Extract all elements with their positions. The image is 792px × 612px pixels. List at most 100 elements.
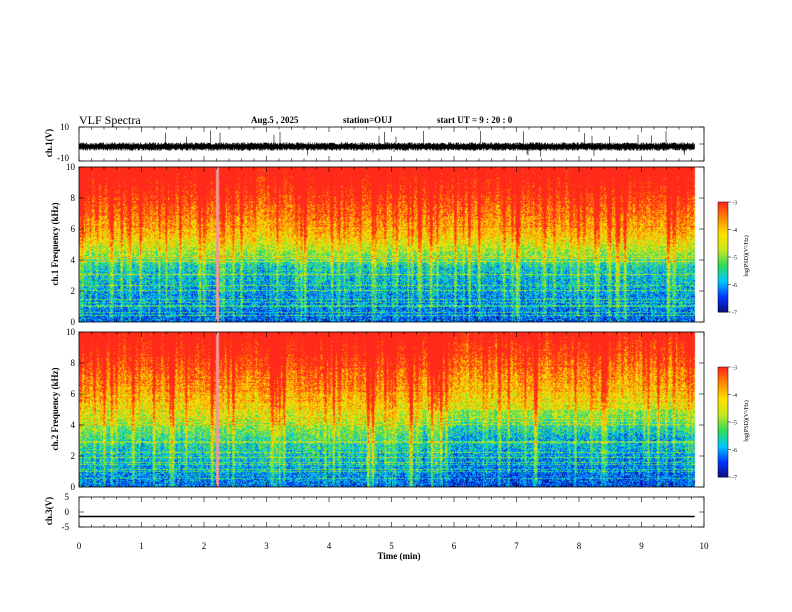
spectrogram-ch1-ytick-label: 2 [71, 286, 76, 296]
spectrogram-ch1-colorbar-swatch [718, 279, 728, 282]
spectrogram-ch2-ytick-label: 10 [66, 327, 76, 337]
x-axis-label: Time (min) [377, 551, 420, 561]
spectrogram-ch1-ytick-label: 4 [71, 255, 76, 265]
waveform-ch1-panel: ch.1(V) 10 -10 [44, 122, 705, 163]
spectrogram-ch1-ytick-label: 6 [71, 224, 76, 234]
waveform-ch3-ytick-mid: 0 [65, 507, 70, 517]
spectrogram-ch1-colorbar-swatch [718, 220, 728, 223]
spectrogram-ch1-colorbar-swatch [718, 310, 728, 313]
spectrogram-ch1-colorbar-swatch [718, 282, 728, 285]
x-axis-tick-label: 6 [452, 541, 457, 551]
waveform-ch3-panel: ch.3(V) 5 0 -5 [44, 492, 705, 532]
waveform-ch1-trace [78, 130, 695, 157]
spectrogram-ch1-colorbar-swatch [718, 238, 728, 241]
spectrogram-ch2-ytick-label: 4 [71, 420, 76, 430]
spectrogram-ch2-colorbar-swatch [718, 436, 728, 439]
spectrogram-ch2-colorbar-swatch [718, 431, 728, 434]
spectrogram-ch1-colorbar-swatch [718, 209, 728, 212]
spectrogram-ch2-colorbar-swatch [718, 451, 728, 454]
spectrogram-ch1-colorbar-swatch [718, 203, 728, 207]
spectrogram-ch1-colorbar-swatch [718, 301, 728, 304]
spectrogram-ch1-colorbar-swatch [718, 295, 728, 298]
spectrogram-ch2-colorbar-swatch [718, 414, 728, 417]
spectrogram-ch2-colorbar-swatch [718, 456, 728, 460]
figure-title: VLF Spectra [79, 113, 141, 127]
spectrogram-ch2-colorbar-swatch [718, 400, 728, 403]
spectrogram-ch1-colorbar-swatch [718, 297, 728, 300]
waveform-ch1-ytick-top: 10 [60, 122, 70, 132]
x-axis-tick-label: 1 [139, 541, 144, 551]
spectrogram-ch1-colorbar-swatch [718, 214, 728, 218]
spectrogram-ch2-colorbar-swatch [718, 471, 728, 474]
spectrogram-ch1-colorbar-swatch [718, 253, 728, 256]
spectrogram-ch2-colorbar-swatch [718, 381, 728, 384]
spectrogram-ch1-colorbar-swatch [718, 218, 728, 221]
spectrogram-ch2-colorbar-swatch [718, 398, 728, 401]
spectrogram-ch2-colorbar-swatch [718, 449, 728, 452]
spectrogram-ch1-colorbar-label: log(PSD)(V²/Hz) [743, 235, 750, 276]
spectrogram-ch2-colorbar-swatch [718, 376, 728, 379]
spectrogram-ch2-colorbar-swatch [718, 383, 728, 386]
spectrogram-ch2-colorbar-swatch [718, 440, 728, 443]
spectrogram-ch1-colorbar-swatch [718, 258, 728, 262]
spectrogram-ch2-colorbar-swatch [718, 396, 728, 399]
spectrogram-ch1-colorbar-swatch [718, 211, 728, 214]
spectrogram-ch2-colorbar-swatch [718, 423, 728, 427]
spectrogram-ch2-colorbar-swatch [718, 447, 728, 450]
spectrogram-ch1-colorbar-swatch [718, 236, 728, 240]
spectrogram-ch2-ytick-label: 6 [71, 389, 76, 399]
spectrogram-ch2-ytick-label: 0 [71, 482, 76, 492]
spectrogram-ch1-colorbar-swatch [718, 288, 728, 291]
spectrogram-ch1-colorbar-swatch [718, 264, 728, 267]
spectrogram-ch2-ytick-label: 2 [71, 451, 76, 461]
spectrogram-ch2-colorbar-swatch [718, 464, 728, 467]
date-label: Aug.5 , 2025 [251, 115, 299, 125]
spectrogram-ch2-colorbar-swatch [718, 455, 728, 458]
spectrogram-ch1-colorbar-swatch [718, 233, 728, 236]
x-axis-tick-label: 3 [264, 541, 269, 551]
spectrogram-ch1-colorbar-tick-label: -5 [732, 256, 737, 262]
spectrogram-ch1-colorbar-swatch [718, 266, 728, 269]
spectrogram-ch1-colorbar-swatch [718, 271, 728, 274]
station-label: station=OUJ [343, 115, 393, 125]
spectrogram-ch1-colorbar-swatch [718, 293, 728, 296]
spectrogram-ch2-colorbar-swatch [718, 378, 728, 381]
x-axis-tick-label: 4 [327, 541, 332, 551]
spectrogram-ch2-colorbar-tick-label: -5 [732, 421, 737, 427]
spectrogram-ch2-colorbar-tick-label: -7 [732, 476, 737, 482]
waveform-ch1-ylabel: ch.1(V) [44, 129, 54, 157]
spectrogram-ch2-colorbar-swatch [718, 411, 728, 414]
spectrogram-ch2-colorbar-swatch [718, 403, 728, 406]
spectrogram-ch1-colorbar-swatch [718, 277, 728, 280]
spectrogram-ch1-colorbar-swatch [718, 269, 728, 273]
spectrogram-ch2-colorbar-swatch [718, 405, 728, 408]
waveform-ch3-ylabel: ch.3(V) [44, 497, 54, 525]
spectrogram-ch1-colorbar-swatch [718, 255, 728, 258]
spectrogram-ch2-colorbar-swatch [718, 425, 728, 428]
spectrogram-ch1-colorbar-swatch [718, 224, 728, 227]
x-axis-tick-label: 10 [700, 541, 710, 551]
spectrogram-ch1-colorbar-swatch [718, 275, 728, 278]
spectrogram-ch2-colorbar-swatch [718, 473, 728, 476]
spectrogram-ch1-colorbar-swatch [718, 202, 728, 205]
x-axis-tick-label: 7 [514, 541, 519, 551]
spectrogram-ch1-colorbar-swatch [718, 290, 728, 293]
spectrogram-ch2-colorbar-swatch [718, 370, 728, 373]
spectrogram-ch1-colorbar-swatch [718, 306, 728, 309]
spectrogram-ch2-colorbar-tick-label: -3 [732, 366, 737, 372]
waveform-ch3-ytick-top: 5 [65, 492, 70, 502]
spectrogram-ch2-colorbar-swatch [718, 466, 728, 469]
spectrogram-ch1-colorbar-swatch [718, 280, 728, 284]
x-axis-tick-label: 0 [77, 541, 82, 551]
x-axis-tick-label: 8 [577, 541, 582, 551]
spectrogram-ch2-colorbar-swatch [718, 422, 728, 425]
spectrogram-ch2-colorbar-swatch [718, 418, 728, 421]
spectrogram-ch2-colorbar-tick-label: -4 [732, 393, 737, 399]
x-axis-tick-label: 5 [389, 541, 394, 551]
spectrogram-ch2-colorbar-swatch [718, 392, 728, 395]
spectrogram-ch1-colorbar-swatch [718, 205, 728, 208]
spectrogram-ch1-colorbar-swatch [718, 304, 728, 307]
spectrogram-ch2-colorbar-label: log(PSD)(V²/Hz) [743, 400, 750, 441]
